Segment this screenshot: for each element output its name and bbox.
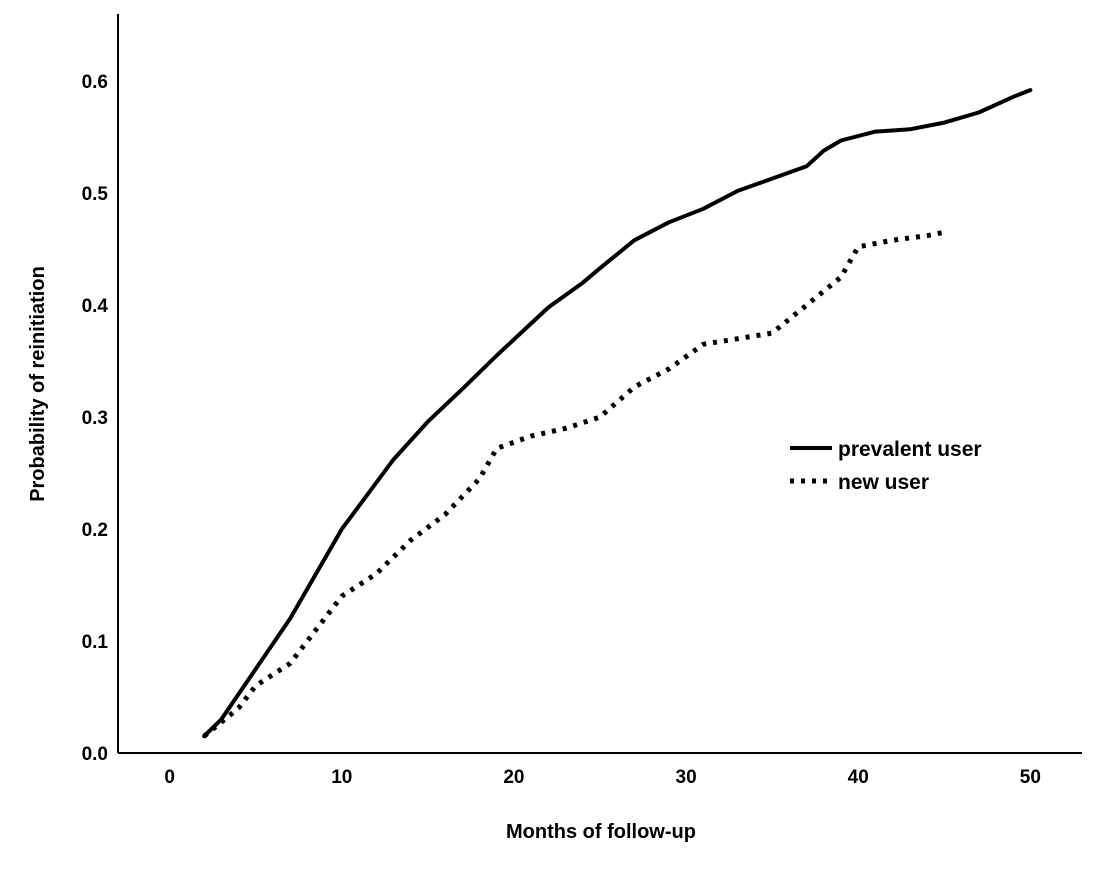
y-tick-labels: 0.0 0.1 0.2 0.3 0.4 0.5 0.6 bbox=[82, 72, 109, 765]
y-axis-label: Probability of reinitiation bbox=[27, 266, 49, 502]
x-tick-label: 30 bbox=[676, 767, 697, 788]
series-line-new-user bbox=[202, 229, 945, 739]
y-tick-label: 0.2 bbox=[82, 520, 108, 541]
x-tick-label: 20 bbox=[503, 767, 524, 788]
y-tick-label: 0.4 bbox=[82, 296, 109, 317]
y-tick-label: 0.6 bbox=[82, 72, 108, 93]
legend: prevalent user new user bbox=[790, 438, 982, 494]
axes bbox=[117, 14, 1082, 754]
x-axis-label: Months of follow-up bbox=[506, 821, 696, 843]
y-tick-label: 0.5 bbox=[82, 184, 109, 205]
legend-label-prevalent-user: prevalent user bbox=[838, 438, 982, 461]
series-line-prevalent-user bbox=[202, 88, 1033, 739]
x-tick-labels: 0 10 20 30 40 50 bbox=[164, 767, 1041, 788]
x-tick-label: 50 bbox=[1020, 767, 1041, 788]
x-tick-label: 40 bbox=[848, 767, 869, 788]
x-tick-label: 0 bbox=[164, 767, 175, 788]
legend-label-new-user: new user bbox=[838, 471, 929, 494]
series-layer bbox=[202, 88, 1033, 739]
y-tick-label: 0.0 bbox=[82, 744, 108, 765]
x-tick-label: 10 bbox=[331, 767, 352, 788]
y-tick-label: 0.3 bbox=[82, 408, 108, 429]
y-tick-label: 0.1 bbox=[82, 632, 109, 653]
